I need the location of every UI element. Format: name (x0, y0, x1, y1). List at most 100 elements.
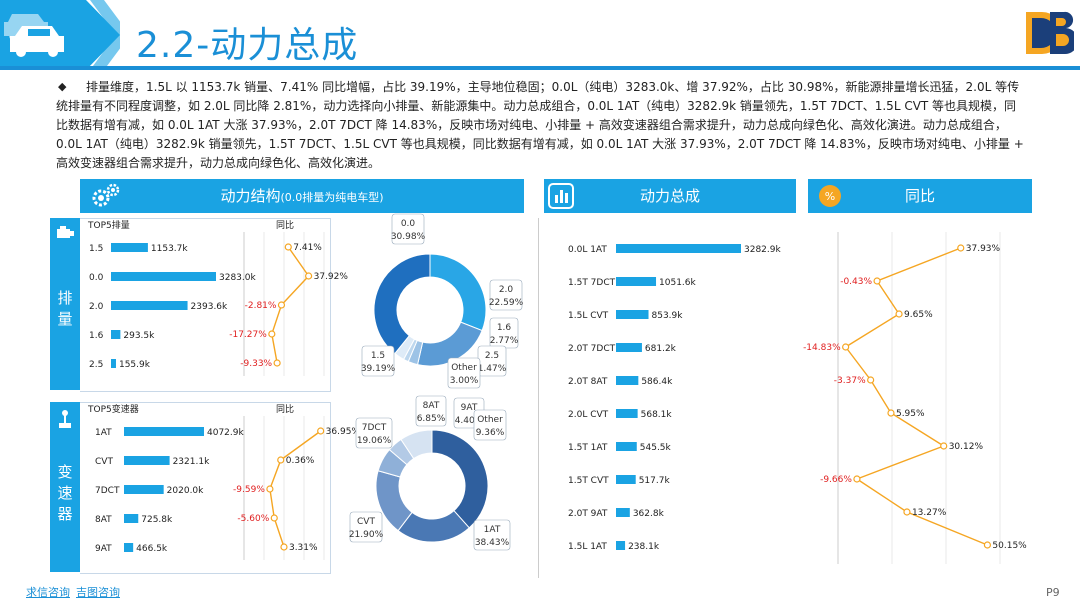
header-banner (0, 0, 120, 70)
donut-category-label: CVT (357, 517, 375, 527)
yoy-point (270, 514, 278, 522)
brand-logo (1026, 11, 1074, 55)
tab-transmission: 变速器 (50, 402, 80, 572)
yoy-value-label: -0.43% (840, 277, 872, 287)
section-header-powertrain: 动力总成 (544, 179, 796, 213)
section-header-structure: 动力结构(0.0排量为纯电车型) (80, 179, 524, 213)
bar-value-label: 568.1k (641, 410, 673, 420)
donut-label-box (355, 417, 393, 449)
bar-category-label: 1AT (95, 428, 112, 438)
yoy-value-label: 7.41% (293, 243, 322, 253)
bar-value-label: 853.9k (652, 311, 684, 321)
chart-title: 同比 (276, 219, 294, 231)
bar-value-label: 3282.9k (744, 245, 781, 255)
yoy-point (887, 409, 895, 417)
bar-chart-icon (548, 183, 574, 209)
section-powertrain-title: 动力总成 (639, 187, 700, 205)
bar (111, 243, 148, 252)
yoy-value-label: 9.65% (904, 310, 933, 320)
yoy-point (903, 508, 911, 516)
bar-category-label: 1.5L 1AT (568, 542, 607, 552)
donut-category-label: 2.0 (499, 285, 514, 295)
yoy-point (940, 442, 948, 450)
chart-title: TOP5变速器 (87, 403, 139, 415)
bar-value-label: 2020.0k (167, 486, 204, 496)
yoy-value-label: 5.95% (896, 409, 925, 419)
yoy-point (305, 272, 313, 280)
bar-category-label: 1.6 (89, 331, 104, 341)
yoy-point (273, 359, 281, 367)
donut-value-label: 1.47% (478, 364, 507, 374)
yoy-value-label: -14.83% (803, 343, 841, 353)
bar-value-label: 586.4k (641, 377, 673, 387)
donut-category-label: 1AT (484, 525, 501, 535)
donut-category-label: 8AT (423, 401, 440, 411)
percent-icon: % (819, 185, 841, 207)
donut-value-label: 30.98% (391, 232, 426, 242)
donut-label-box (391, 213, 425, 245)
footer-link-2[interactable]: 吉图咨询 (76, 586, 120, 599)
donut-value-label: 38.43% (475, 538, 510, 548)
bar-value-label: 2393.6k (191, 302, 228, 312)
tab-transmission-label: 变速器 (55, 464, 74, 527)
donut-category-label: 7DCT (362, 423, 387, 433)
bar-category-label: 1.5T 7DCT (568, 278, 616, 288)
yoy-point (853, 475, 861, 483)
yoy-value-label: -17.27% (229, 330, 267, 340)
summary-text: 排量维度，1.5L 以 1153.7k 销量、7.41% 同比增幅，占比 39.… (56, 80, 1024, 170)
donut-category-label: 1.6 (497, 323, 512, 333)
chart-title: TOP5排量 (87, 219, 130, 231)
svg-text:%: % (825, 190, 835, 203)
bar-value-label: 4072.9k (207, 428, 244, 438)
yoy-value-label: 50.15% (992, 541, 1027, 551)
bar-value-label: 1153.7k (151, 244, 188, 254)
yoy-point (277, 301, 286, 309)
donut-label-box (361, 345, 395, 377)
panel-displacement (80, 218, 331, 392)
yoy-value-label: 0.36% (286, 456, 315, 466)
page-number: P9 (1046, 586, 1060, 599)
yoy-point (867, 376, 875, 384)
donut-label-box (447, 357, 481, 389)
yoy-point (280, 543, 288, 551)
gear-shift-icon (59, 410, 71, 428)
yoy-value-label: 3.31% (289, 543, 318, 553)
header-rule (0, 66, 1080, 70)
bullet-icon: ◆ (58, 80, 67, 93)
yoy-value-label: -9.66% (820, 475, 852, 485)
yoy-value-label: 30.12% (949, 442, 984, 452)
bar-value-label: 2321.1k (173, 457, 210, 467)
donut-value-label: 4.40% (455, 416, 484, 426)
footer-link-1[interactable]: 求信咨询 (26, 586, 70, 599)
bar (124, 485, 164, 494)
bar (616, 442, 637, 451)
yoy-value-label: 13.27% (912, 508, 947, 518)
bar-category-label: 9AT (95, 544, 112, 554)
bar-category-label: 0.0 (89, 273, 104, 283)
yoy-point (277, 456, 285, 464)
donut-category-label: Other (477, 415, 503, 425)
yoy-point (873, 277, 881, 285)
yoy-value-label: -2.81% (245, 301, 277, 311)
bar (616, 310, 649, 319)
bar-category-label: 2.0T 8AT (568, 377, 608, 387)
yoy-value-label: -9.33% (240, 359, 272, 369)
yoy-series-line (269, 430, 322, 548)
donut-slice (431, 429, 489, 529)
bar (124, 543, 134, 552)
donut-label-box (489, 279, 523, 311)
yoy-point (895, 310, 903, 318)
car-icon (4, 14, 64, 57)
gears-icon (92, 183, 120, 207)
bar-category-label: 7DCT (95, 486, 120, 496)
donut-value-label: 6.85% (417, 414, 446, 424)
donut-value-label: 22.59% (489, 298, 524, 308)
header-band (0, 0, 1080, 70)
tab-displacement-label: 排量 (55, 290, 74, 332)
yoy-point (284, 243, 292, 251)
bar-category-label: 2.5 (89, 360, 103, 370)
bar (111, 301, 188, 310)
donut-slice (429, 253, 487, 332)
section-yoy-title: 同比 (904, 187, 935, 205)
section-structure-note: (0.0排量为纯电车型) (280, 191, 384, 204)
